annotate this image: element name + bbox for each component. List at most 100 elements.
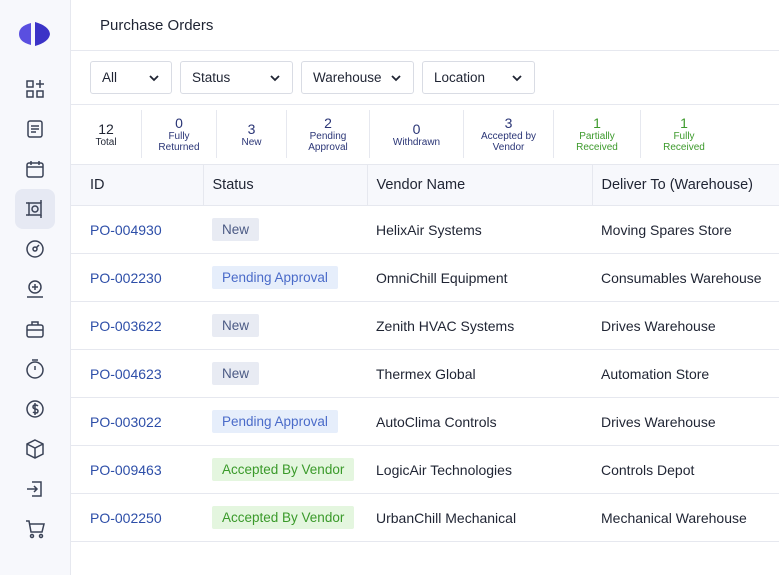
filter-label: All (102, 70, 118, 85)
column-header: Deliver To (Warehouse) (591, 164, 779, 206)
stat[interactable]: 1 Partially Received (553, 110, 640, 158)
nav-briefcase[interactable] (24, 318, 46, 340)
stat-value: 3 (504, 115, 513, 131)
table-row[interactable]: PO-009463 Accepted By Vendor LogicAir Tech… (71, 445, 779, 494)
nav-dollar[interactable] (24, 398, 46, 420)
filter-dropdown[interactable]: Status (180, 61, 293, 94)
divider (71, 50, 779, 51)
status-badge: Pending Approval (212, 266, 338, 289)
status-badge: Accepted By Vendor (212, 506, 355, 529)
vendor-name: OmniChill Equipment (367, 253, 592, 302)
stat-value: 3 (247, 120, 256, 137)
nav-import[interactable] (24, 478, 46, 500)
stat[interactable]: 0 Fully Returned (141, 110, 216, 158)
stat[interactable]: 0 Withdrawn (369, 110, 463, 158)
orders-table: ID Status Vendor Name Deliver To (Warehouse… (71, 164, 779, 542)
stat-label: Accepted by Vendor (480, 131, 537, 153)
status-cell: Pending Approval (203, 253, 367, 302)
filter-label: Status (192, 70, 231, 85)
chevron (512, 74, 522, 81)
table-row[interactable]: PO-002250 Accepted By Vendor UrbanChill Me… (71, 493, 779, 542)
deliver-to: Moving Spares Store (592, 205, 779, 254)
main: Purchase Orders All Status Warehouse Locati… (71, 0, 779, 575)
stat-label: Fully Returned (158, 131, 200, 153)
status-badge: New (212, 362, 260, 385)
filter-dropdown[interactable]: Warehouse (301, 61, 414, 94)
status-cell: New (203, 349, 367, 398)
active-nav-bg (15, 189, 55, 229)
po-id[interactable]: PO-009463 (71, 445, 203, 494)
filter-dropdown[interactable]: Location (422, 61, 535, 94)
po-id[interactable]: PO-002250 (71, 493, 203, 542)
stat-label: New (241, 136, 262, 148)
column-header: ID (71, 164, 203, 206)
sidebar (0, 0, 71, 575)
table-row[interactable]: PO-004623 New Thermex Global Automation Sto… (71, 349, 779, 398)
status-badge: New (212, 314, 260, 337)
table-row[interactable]: PO-004930 New HelixAir Systems Moving Spare… (71, 205, 779, 254)
vendor-name: UrbanChill Mechanical (367, 493, 592, 542)
nav-add[interactable] (24, 278, 46, 300)
po-id[interactable]: PO-003022 (71, 397, 203, 446)
stat-label: Withdrawn (392, 136, 441, 148)
nav-calendar[interactable] (24, 158, 46, 180)
stat-label: Pending Approval (308, 131, 348, 153)
nav-purchase[interactable] (24, 198, 46, 220)
logo[interactable] (18, 20, 52, 48)
divider (71, 104, 779, 105)
stat[interactable]: 3 Accepted by Vendor (463, 110, 553, 158)
table-row[interactable]: PO-003622 New Zenith HVAC Systems Drives Wa… (71, 301, 779, 350)
nav-gauge[interactable] (24, 238, 46, 260)
page-title: Purchase Orders (100, 17, 214, 34)
deliver-to: Mechanical Warehouse (592, 493, 779, 542)
stat-value: 12 (98, 120, 114, 137)
status-cell: Pending Approval (203, 397, 367, 446)
nav-timer[interactable] (24, 358, 46, 380)
po-id[interactable]: PO-004623 (71, 349, 203, 398)
deliver-to: Drives Warehouse (592, 397, 779, 446)
stat[interactable]: 12 Total (71, 110, 141, 158)
po-id[interactable]: PO-004930 (71, 205, 203, 254)
chevron (149, 74, 159, 81)
vendor-name: HelixAir Systems (367, 205, 592, 254)
deliver-to: Consumables Warehouse (592, 253, 779, 302)
status-badge: New (212, 218, 260, 241)
filter-dropdown[interactable]: All (90, 61, 172, 94)
nav-cart[interactable] (24, 518, 46, 540)
stat-label: Total (95, 136, 117, 148)
status-cell: Accepted By Vendor (203, 445, 367, 494)
chevron (391, 74, 401, 81)
vendor-name: Zenith HVAC Systems (367, 301, 592, 350)
stat-value: 1 (593, 115, 601, 131)
vendor-name: LogicAir Technologies (367, 445, 592, 494)
stat[interactable]: 2 Pending Approval (286, 110, 369, 158)
status-cell: New (203, 301, 367, 350)
stats: 12 Total 0 Fully Returned 3 New 2 Pending Appro… (71, 105, 727, 164)
vendor-name: Thermex Global (367, 349, 592, 398)
stat-value: 2 (324, 115, 332, 131)
stat-value: 0 (412, 120, 421, 137)
vendor-name: AutoClima Controls (367, 397, 592, 446)
deliver-to: Controls Depot (592, 445, 779, 494)
filter-label: Warehouse (313, 70, 382, 85)
nav-dashboard[interactable] (24, 78, 46, 100)
stat[interactable]: 3 New (216, 110, 286, 158)
stat-label: Partially Received (576, 131, 618, 153)
filter-label: Location (434, 70, 486, 85)
deliver-to: Automation Store (592, 349, 779, 398)
stat-value: 0 (175, 115, 183, 131)
chevron (270, 74, 280, 81)
nav-documents[interactable] (24, 118, 46, 140)
table-row[interactable]: PO-002230 Pending Approval OmniChill Equip… (71, 253, 779, 302)
table-row[interactable]: PO-003022 Pending Approval AutoClima Contr… (71, 397, 779, 446)
stat[interactable]: 1 Fully Received (640, 110, 727, 158)
status-badge: Accepted By Vendor (212, 458, 355, 481)
nav-box[interactable] (24, 438, 46, 460)
status-cell: Accepted By Vendor (203, 493, 367, 542)
po-id[interactable]: PO-003622 (71, 301, 203, 350)
filters: All Status Warehouse Location (90, 61, 535, 94)
stat-label: Fully Received (663, 131, 705, 153)
po-id[interactable]: PO-002230 (71, 253, 203, 302)
status-cell: New (203, 205, 367, 254)
